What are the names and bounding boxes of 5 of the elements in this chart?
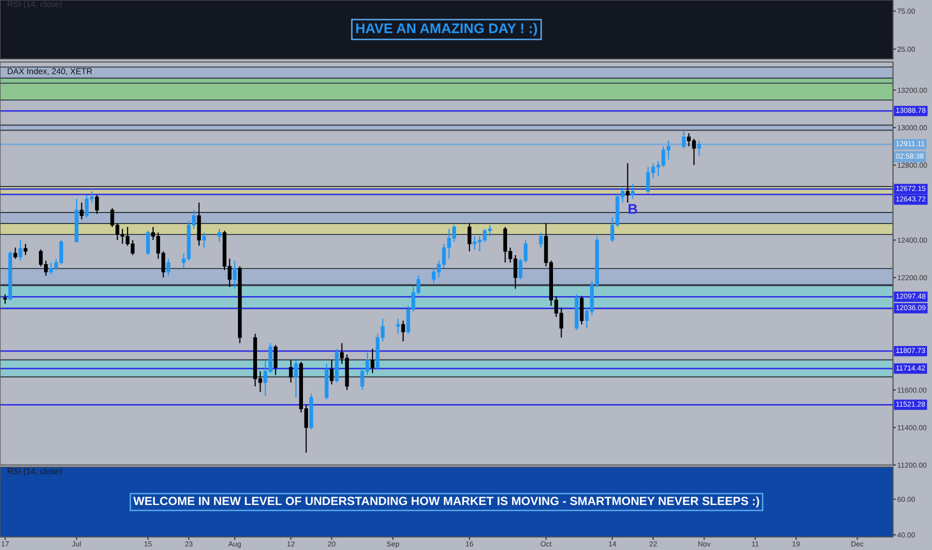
annotation: B xyxy=(628,204,638,214)
annotation: HAVE AN AMAZING DAY ! :) xyxy=(356,23,537,36)
annotation: WELCOME IN NEW LEVEL OF UNDERSTANDING HOW MARKET IS MOVING - SMARTMONEY NEVER SLEEPS :) xyxy=(133,496,760,508)
text: DAX Index, 240, XETR xyxy=(8,68,92,76)
chart-title: RSI (14, close) xyxy=(8,468,62,476)
